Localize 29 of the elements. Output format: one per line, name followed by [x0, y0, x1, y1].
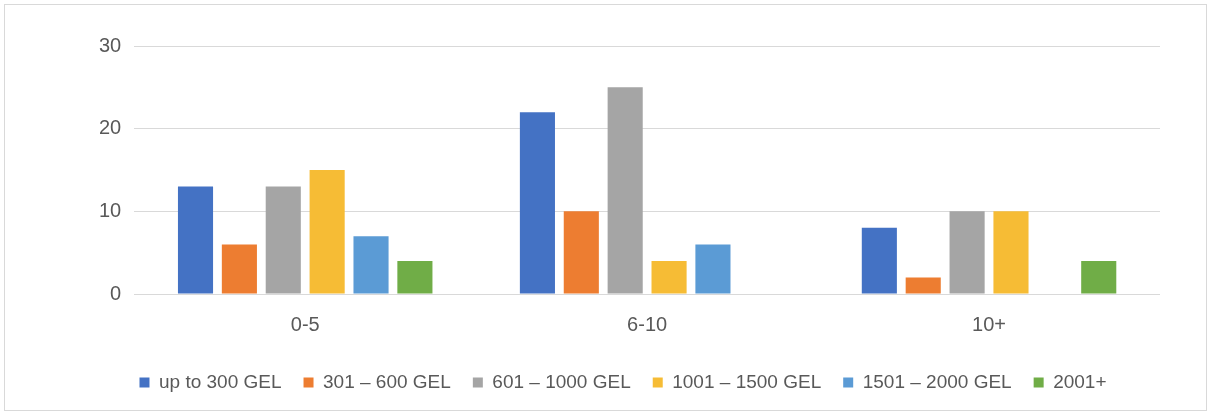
legend-label: up to 300 GEL: [158, 370, 282, 392]
x-tick-label: 6-10: [627, 312, 668, 335]
bar: [1081, 260, 1117, 294]
bar: [397, 260, 433, 294]
bar: [607, 87, 643, 294]
legend-label: 601 – 1000 GEL: [492, 370, 631, 392]
bar: [651, 260, 687, 294]
y-tick-label: 0: [110, 281, 122, 304]
bar: [221, 244, 257, 294]
bar: [905, 277, 941, 294]
y-tick-label: 10: [99, 198, 122, 221]
y-tick-label: 30: [99, 33, 122, 56]
legend-label: 301 – 600 GEL: [323, 370, 451, 392]
bar: [519, 112, 555, 294]
legend-label: 1501 – 2000 GEL: [862, 370, 1012, 392]
bar: [993, 211, 1029, 294]
bar: [949, 211, 985, 294]
bar: [861, 227, 897, 294]
bar: [695, 244, 731, 294]
x-tick-label: 10+: [972, 312, 1007, 335]
legend-label: 1001 – 1500 GEL: [672, 370, 822, 392]
y-tick-label: 20: [99, 116, 122, 139]
bar: [353, 236, 389, 294]
bar: [265, 186, 301, 294]
bar: [309, 170, 345, 294]
legend-label: 2001+: [1053, 370, 1107, 392]
bar: [177, 186, 214, 294]
bar: [563, 211, 599, 294]
x-tick-label: 0-5: [290, 312, 320, 335]
